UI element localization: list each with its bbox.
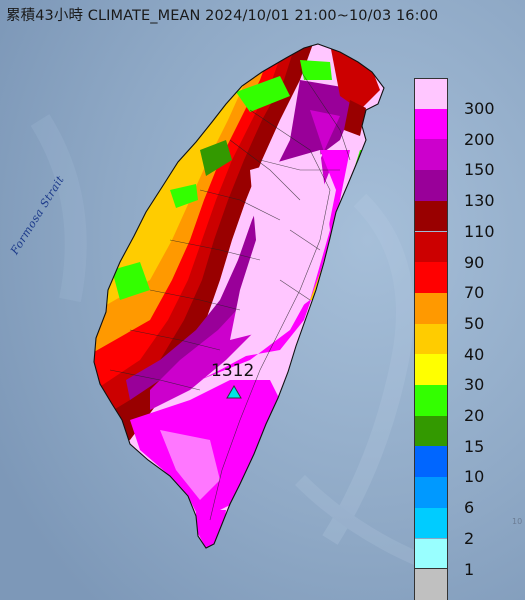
triangle-icon [226, 385, 242, 399]
color-legend: 1 2 6 10 15 20 30 40 50 70 90 110 130 150 200 300 [414, 78, 520, 600]
legend-label: 20 [464, 406, 485, 425]
legend-swatch [414, 354, 448, 385]
legend-item: 20 [414, 385, 520, 425]
legend-swatch [414, 262, 448, 293]
legend-label: 10 [464, 467, 485, 487]
legend-swatch [414, 292, 448, 324]
legend-swatch [414, 108, 448, 140]
legend-label: 110 [464, 221, 495, 241]
legend-label: 1 [464, 559, 475, 579]
max-value-label: 1312 [211, 361, 255, 381]
map-title: 累積43小時 CLIMATE_MEAN 2024/10/01 21:00~10/… [6, 8, 439, 24]
legend-item: 90 [414, 231, 520, 272]
legend-label: 70 [464, 283, 485, 303]
legend-swatch [414, 385, 448, 416]
legend-swatch [414, 569, 448, 600]
legend-swatch [414, 78, 448, 109]
legend-swatch [414, 415, 448, 447]
legend-label: 300 [464, 99, 495, 118]
legend-swatch [414, 200, 448, 232]
legend-swatch [414, 446, 448, 478]
legend-label: 130 [464, 191, 495, 211]
legend-swatch [414, 170, 448, 201]
legend-label: 6 [464, 498, 475, 518]
legend-item: 200 [414, 108, 520, 149]
legend-swatch [414, 538, 448, 570]
legend-swatch [414, 323, 448, 355]
legend-swatch [414, 139, 448, 171]
legend-item: 70 [414, 262, 520, 302]
legend-label: 30 [464, 375, 485, 395]
legend-item [414, 569, 520, 600]
legend-label: 90 [464, 252, 485, 272]
edge-mark-label: 10 [512, 517, 523, 526]
legend-item: 130 [414, 170, 520, 210]
legend-label: 150 [464, 160, 495, 180]
legend-label: 40 [464, 344, 485, 364]
legend-label: 200 [464, 129, 495, 149]
sea-texture [30, 114, 423, 567]
legend-label: 50 [464, 313, 485, 333]
legend-label: 2 [464, 528, 475, 548]
county-boundaries [109, 69, 351, 521]
legend-item: 300 [414, 78, 520, 118]
legend-label: 15 [464, 436, 485, 456]
legend-item: 30 [414, 354, 520, 394]
legend-swatch [414, 477, 448, 508]
legend-swatch [414, 507, 448, 539]
island-outline [93, 43, 385, 549]
legend-swatch [414, 231, 448, 263]
